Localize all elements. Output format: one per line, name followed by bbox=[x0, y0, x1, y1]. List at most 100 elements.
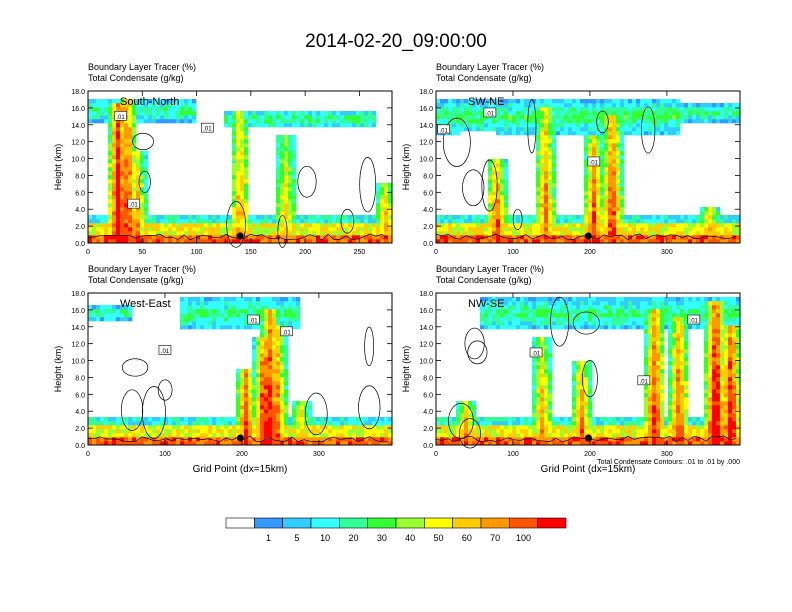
heatmap-cell bbox=[316, 429, 321, 434]
heatmap-cell bbox=[536, 147, 541, 152]
heatmap-cell bbox=[596, 107, 601, 112]
heatmap-cell bbox=[220, 227, 225, 232]
heatmap-cell bbox=[348, 437, 353, 442]
heatmap-cell bbox=[92, 239, 97, 244]
heatmap-cell bbox=[116, 203, 121, 208]
heatmap-cell bbox=[272, 441, 277, 446]
heatmap-cell bbox=[436, 99, 441, 104]
heatmap-cell bbox=[588, 135, 593, 140]
heatmap-cell bbox=[132, 223, 137, 228]
heatmap-cell bbox=[264, 345, 269, 350]
heatmap-cell bbox=[388, 231, 393, 236]
heatmap-cell bbox=[348, 111, 353, 116]
heatmap-cell bbox=[288, 421, 293, 426]
heatmap-cell bbox=[704, 111, 709, 116]
heatmap-cell bbox=[236, 223, 241, 228]
heatmap-cell bbox=[360, 215, 365, 220]
heatmap-cell bbox=[304, 417, 309, 422]
heatmap-cell bbox=[588, 425, 593, 430]
heatmap-cell bbox=[636, 99, 641, 104]
heatmap-cell bbox=[108, 231, 113, 236]
heatmap-cell bbox=[120, 239, 125, 244]
heatmap-cell bbox=[148, 115, 153, 120]
heatmap-cell bbox=[584, 147, 589, 152]
heatmap-cell bbox=[616, 179, 621, 184]
heatmap-cell bbox=[620, 417, 625, 422]
heatmap-cell bbox=[624, 219, 629, 224]
heatmap-cell bbox=[184, 219, 189, 224]
heatmap-cell bbox=[448, 107, 453, 112]
heatmap-cell bbox=[540, 393, 545, 398]
heatmap-cell bbox=[232, 127, 237, 132]
heatmap-cell bbox=[640, 235, 645, 240]
heatmap-cell bbox=[468, 99, 473, 104]
heatmap-cell bbox=[272, 297, 277, 302]
heatmap-cell bbox=[376, 199, 381, 204]
heatmap-cell bbox=[636, 127, 641, 132]
heatmap-cell bbox=[588, 111, 593, 116]
heatmap-cell bbox=[328, 417, 333, 422]
heatmap-cell bbox=[520, 425, 525, 430]
heatmap-cell bbox=[376, 235, 381, 240]
heatmap-cell bbox=[436, 115, 441, 120]
heatmap-cell bbox=[676, 115, 681, 120]
heatmap-cell bbox=[200, 305, 205, 310]
heatmap-cell bbox=[496, 111, 501, 116]
heatmap-cell bbox=[108, 199, 113, 204]
heatmap-cell bbox=[364, 239, 369, 244]
heatmap-cell bbox=[136, 171, 141, 176]
heatmap-cell bbox=[644, 365, 649, 370]
heatmap-cell bbox=[620, 191, 625, 196]
heatmap-cell bbox=[280, 167, 285, 172]
heatmap-cell bbox=[184, 305, 189, 310]
heatmap-cell bbox=[508, 119, 513, 124]
heatmap-cell bbox=[584, 325, 589, 330]
heatmap-cell bbox=[440, 441, 445, 446]
heatmap-cell bbox=[604, 103, 609, 108]
heatmap-cell bbox=[556, 103, 561, 108]
heatmap-cell bbox=[104, 313, 109, 318]
heatmap-cell bbox=[512, 317, 517, 322]
panel-name-label: South-North bbox=[120, 96, 179, 108]
heatmap-cell bbox=[104, 305, 109, 310]
heatmap-cell bbox=[460, 433, 465, 438]
heatmap-cell bbox=[344, 425, 349, 430]
heatmap-cell bbox=[216, 425, 221, 430]
heatmap-cell bbox=[380, 417, 385, 422]
panel-header-tracer: Boundary Layer Tracer (%) bbox=[436, 264, 544, 274]
heatmap-cell bbox=[508, 123, 513, 128]
heatmap-cell bbox=[632, 235, 637, 240]
heatmap-cell bbox=[276, 333, 281, 338]
heatmap-cell bbox=[612, 155, 617, 160]
heatmap-cell bbox=[260, 437, 265, 442]
heatmap-cell bbox=[188, 309, 193, 314]
heatmap-cell bbox=[660, 215, 665, 220]
y-tick-label: 8.0 bbox=[423, 173, 433, 180]
heatmap-cell bbox=[604, 151, 609, 156]
heatmap-cell bbox=[540, 321, 545, 326]
heatmap-cell bbox=[284, 191, 289, 196]
heatmap-cell bbox=[252, 389, 257, 394]
heatmap-cell bbox=[616, 223, 621, 228]
heatmap-cell bbox=[312, 119, 317, 124]
heatmap-cell bbox=[280, 147, 285, 152]
heatmap-cell bbox=[592, 231, 597, 236]
heatmap-cell bbox=[612, 147, 617, 152]
heatmap-cell bbox=[604, 227, 609, 232]
y-tick-label: 8.0 bbox=[75, 375, 85, 382]
heatmap-cell bbox=[368, 231, 373, 236]
heatmap-cell bbox=[500, 215, 505, 220]
heatmap-cell bbox=[620, 207, 625, 212]
heatmap-cell bbox=[524, 433, 529, 438]
heatmap-cell bbox=[504, 111, 509, 116]
heatmap-cell bbox=[116, 195, 121, 200]
heatmap-cell bbox=[508, 235, 513, 240]
heatmap-cell bbox=[544, 433, 549, 438]
heatmap-cell bbox=[620, 131, 625, 136]
heatmap-cell bbox=[196, 223, 201, 228]
heatmap-cell bbox=[588, 397, 593, 402]
heatmap-cell bbox=[608, 163, 613, 168]
heatmap-cell bbox=[700, 211, 705, 216]
heatmap-cell bbox=[464, 441, 469, 446]
contour-lines bbox=[435, 99, 737, 241]
